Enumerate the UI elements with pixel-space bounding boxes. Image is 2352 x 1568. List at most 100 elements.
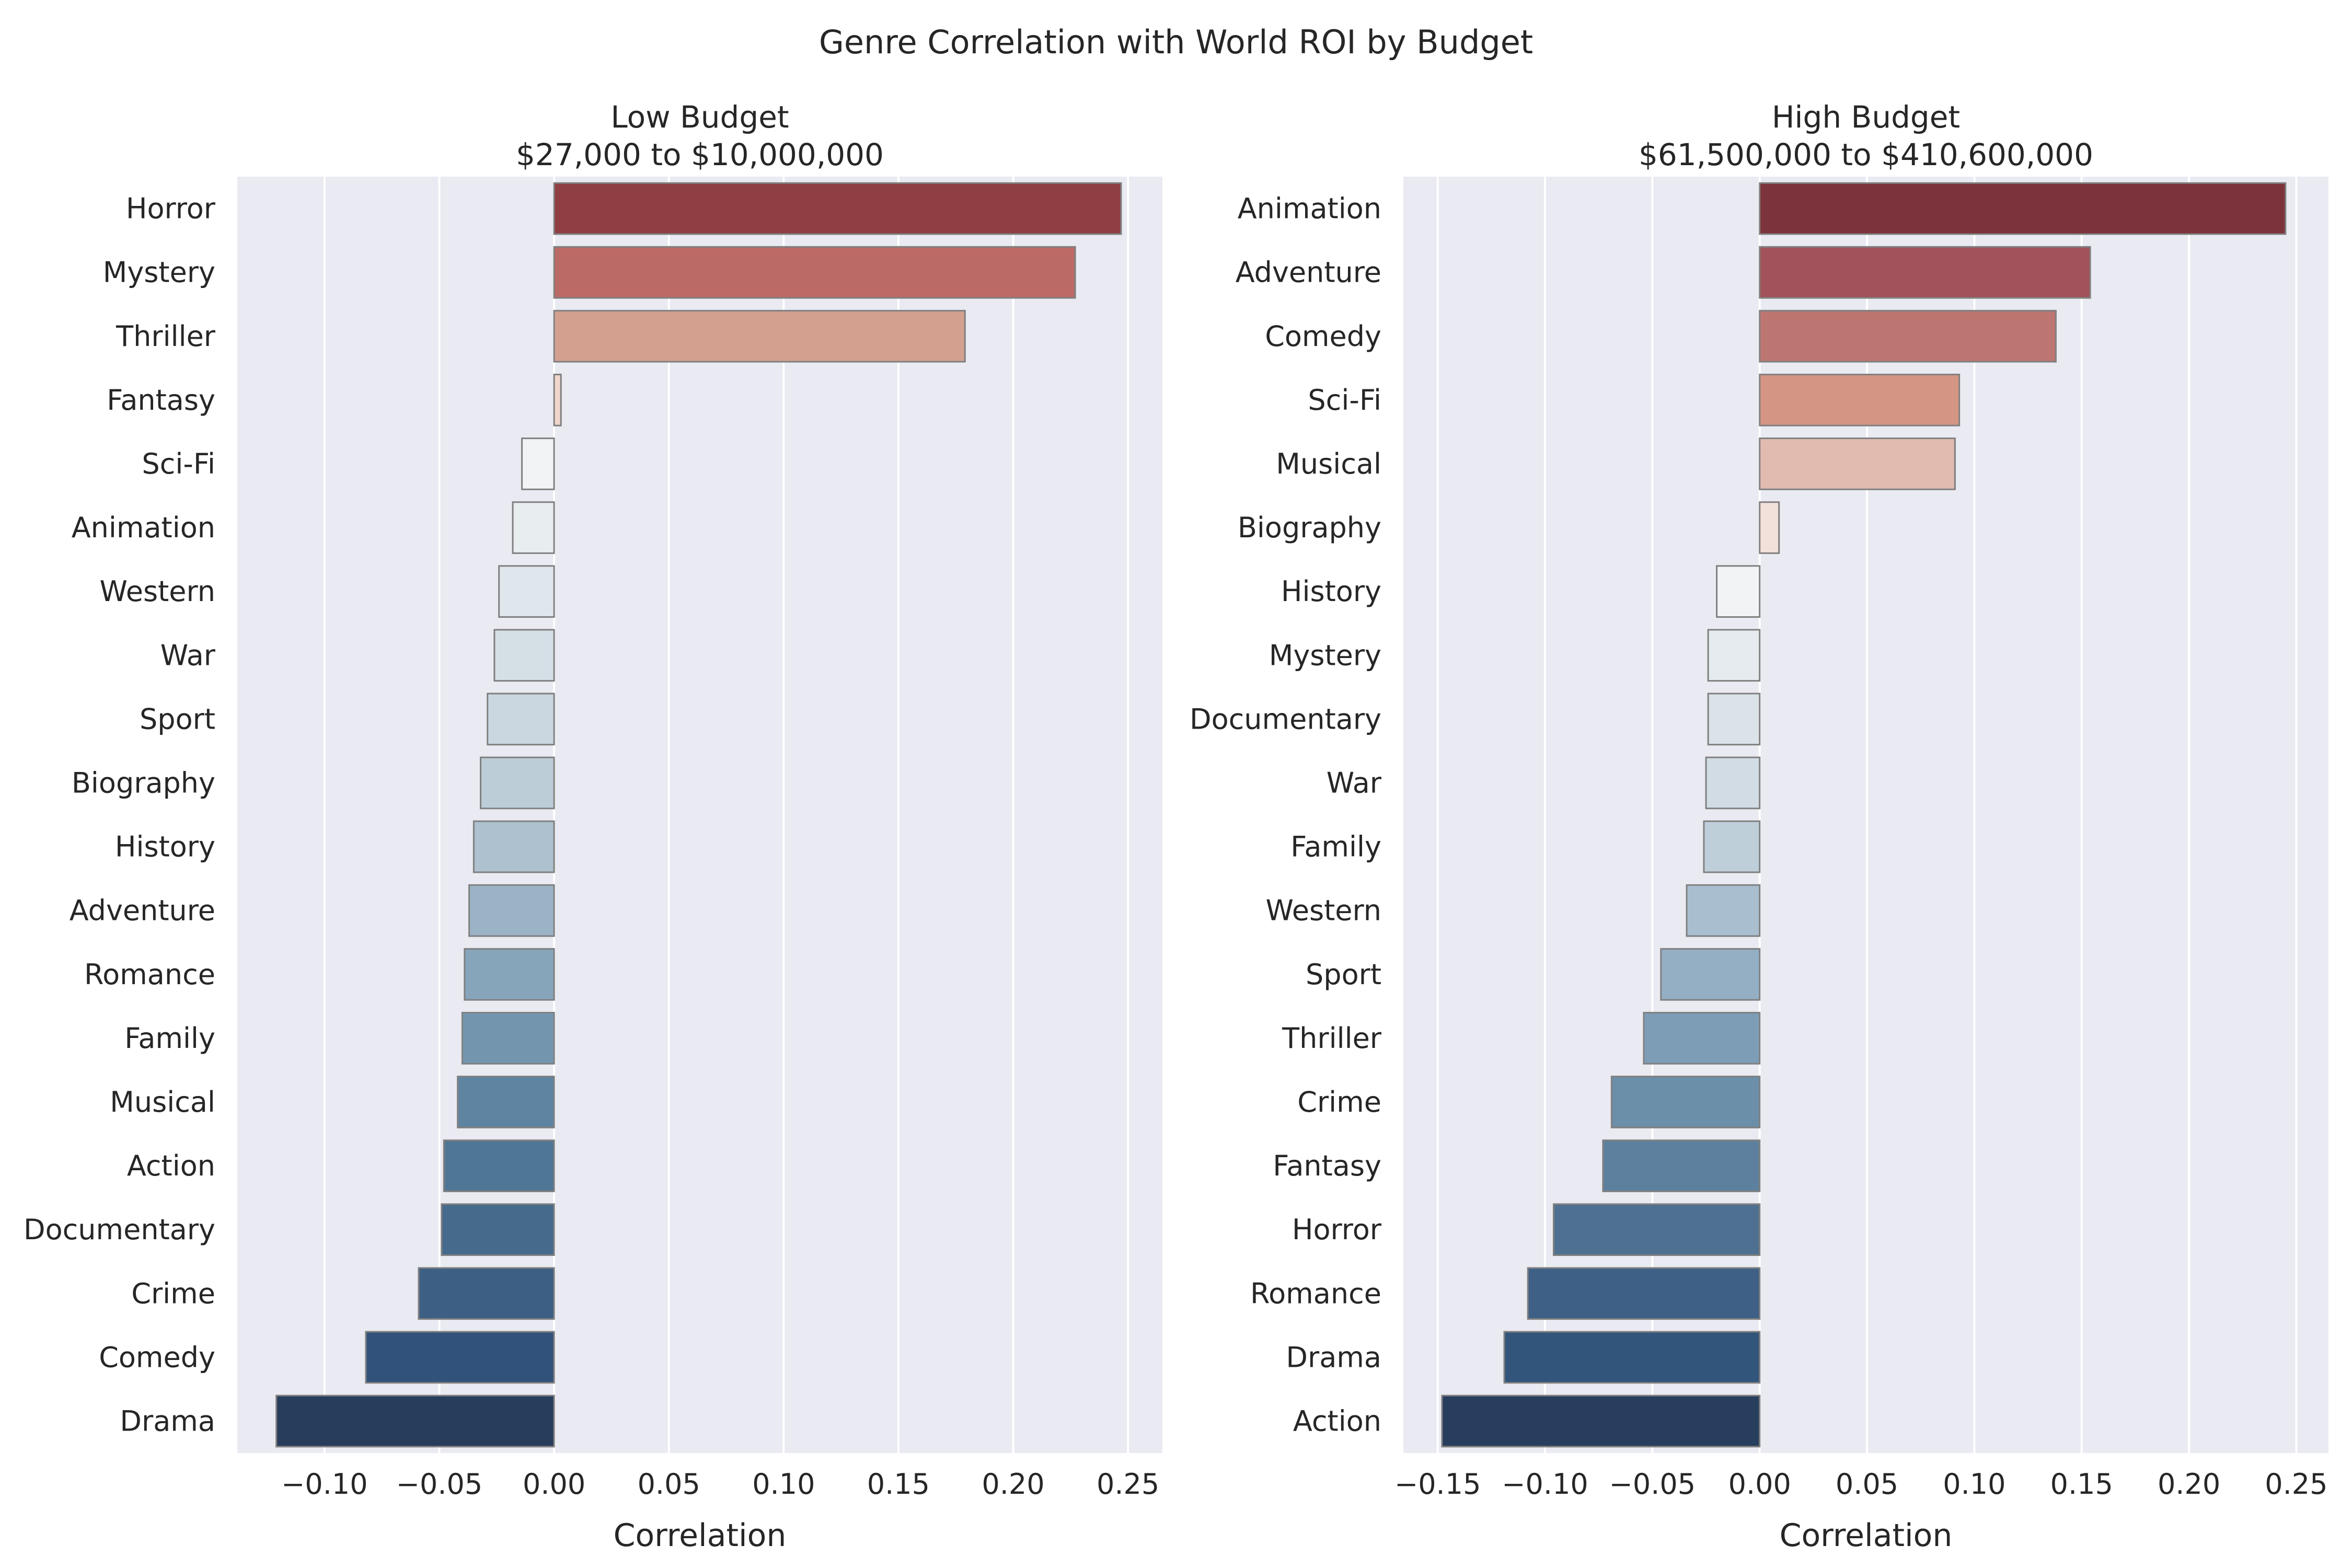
panel-low-budget: Horror Mystery Thriller Fantasy Sci-Fi Animat… [24,177,1162,1554]
bar-romance [464,948,555,1001]
category-label: War [1327,766,1382,799]
x-tick-label: 0.05 [638,1468,700,1501]
category-label: Fantasy [107,384,215,417]
category-label: Western [1266,894,1381,927]
x-tick-label: 0.20 [2158,1468,2220,1501]
bar-thriller [1643,1012,1761,1065]
bar-musical [1759,437,1956,490]
category-label: Musical [1276,447,1381,480]
bar-horror [1552,1203,1761,1256]
bar-western [1686,884,1761,937]
plot-background [237,177,1162,1453]
bar-biography [480,756,555,810]
bar-biography [1759,501,1780,554]
bar-sport [487,693,555,746]
category-label: Comedy [1265,320,1381,353]
panel-high-budget: Animation Adventure Comedy Sci-Fi Musical Bio… [1190,177,2328,1554]
category-label: Family [124,1022,215,1055]
category-label: Mystery [1269,639,1381,672]
x-tick-label: −0.10 [281,1468,367,1501]
category-label: Drama [120,1404,215,1437]
x-tick-label: 0.00 [523,1468,585,1501]
bar-musical [457,1076,555,1128]
x-axis-label: Correlation [614,1517,787,1554]
x-tick-label: −0.05 [1609,1468,1696,1501]
category-label: Action [1293,1404,1381,1437]
bar-action [1441,1394,1761,1448]
category-label: Western [100,575,215,608]
bar-family [461,1012,555,1065]
bar-war [1705,756,1761,810]
category-label: War [160,639,216,672]
category-label: Sci-Fi [142,447,215,480]
bar-action [443,1139,555,1192]
figure-title: Genre Correlation with World ROI by Budg… [818,23,1534,61]
category-label: Sport [140,702,215,735]
category-label: Romance [84,958,215,991]
x-tick-label: −0.15 [1394,1468,1481,1501]
category-label: Crime [1297,1086,1381,1119]
bar-sci-fi [521,437,555,490]
category-label: Documentary [1190,702,1381,735]
bar-history [1716,565,1761,618]
bar-adventure [1759,246,2091,299]
panel-title-high-budget: High Budget $61,500,000 to $410,600,000 [1403,98,2328,174]
panel-title-low-budget-main: Low Budget [610,99,789,135]
category-label: Documentary [24,1213,215,1246]
panel-title-high-budget-main: High Budget [1771,99,1961,135]
category-label: Mystery [103,256,215,289]
category-label: Animation [72,511,215,544]
bar-adventure [468,884,555,937]
category-label: History [115,831,215,863]
category-label: Adventure [70,894,215,927]
category-label: History [1281,575,1381,608]
category-label: Sport [1306,958,1381,991]
panel-title-high-budget-subtitle: $61,500,000 to $410,600,000 [1639,137,2093,172]
category-label: Sci-Fi [1308,384,1381,417]
bar-fantasy [1602,1139,1761,1192]
bar-drama [275,1394,555,1448]
x-tick-label: 0.05 [1836,1468,1898,1501]
x-tick-label: −0.05 [396,1468,482,1501]
bar-western [498,565,555,618]
bar-documentary [441,1203,555,1256]
bar-sci-fi [1759,374,1961,426]
bar-romance [1527,1267,1761,1320]
panel-title-low-budget-subtitle: $27,000 to $10,000,000 [516,137,884,172]
x-tick-label: 0.15 [2050,1468,2113,1501]
category-label: Adventure [1236,256,1381,289]
x-tick-label: 0.25 [2265,1468,2327,1501]
bar-war [493,629,555,682]
category-label: Musical [110,1086,215,1119]
bar-documentary [1707,693,1761,746]
category-label: Horror [126,192,216,225]
bar-animation [512,501,555,554]
category-label: Biography [1238,511,1381,544]
bar-animation [1759,182,2287,235]
x-tick-label: 0.00 [1728,1468,1791,1501]
category-label: Drama [1286,1341,1381,1374]
category-label: Crime [131,1277,215,1310]
bar-sport [1660,948,1761,1001]
bar-mystery [553,246,1076,299]
bar-family [1703,820,1761,873]
x-tick-label: 0.20 [982,1468,1044,1501]
bar-thriller [553,309,966,363]
bar-crime [418,1267,555,1320]
bar-drama [1503,1331,1761,1384]
category-label: Family [1290,831,1381,863]
category-label: Animation [1238,192,1381,225]
category-label: Horror [1292,1213,1382,1246]
category-label: Romance [1250,1277,1381,1310]
bar-horror [553,182,1122,235]
bar-fantasy [553,374,562,426]
bar-comedy [1759,309,2057,363]
category-label: Comedy [99,1341,215,1374]
x-tick-label: 0.15 [867,1468,930,1501]
category-label: Biography [72,766,215,799]
bar-crime [1610,1076,1761,1128]
category-label: Fantasy [1273,1149,1381,1182]
x-tick-label: 0.10 [1943,1468,2005,1501]
